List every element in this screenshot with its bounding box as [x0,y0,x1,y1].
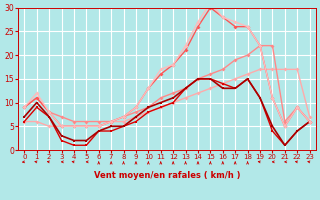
X-axis label: Vent moyen/en rafales ( km/h ): Vent moyen/en rafales ( km/h ) [94,171,240,180]
